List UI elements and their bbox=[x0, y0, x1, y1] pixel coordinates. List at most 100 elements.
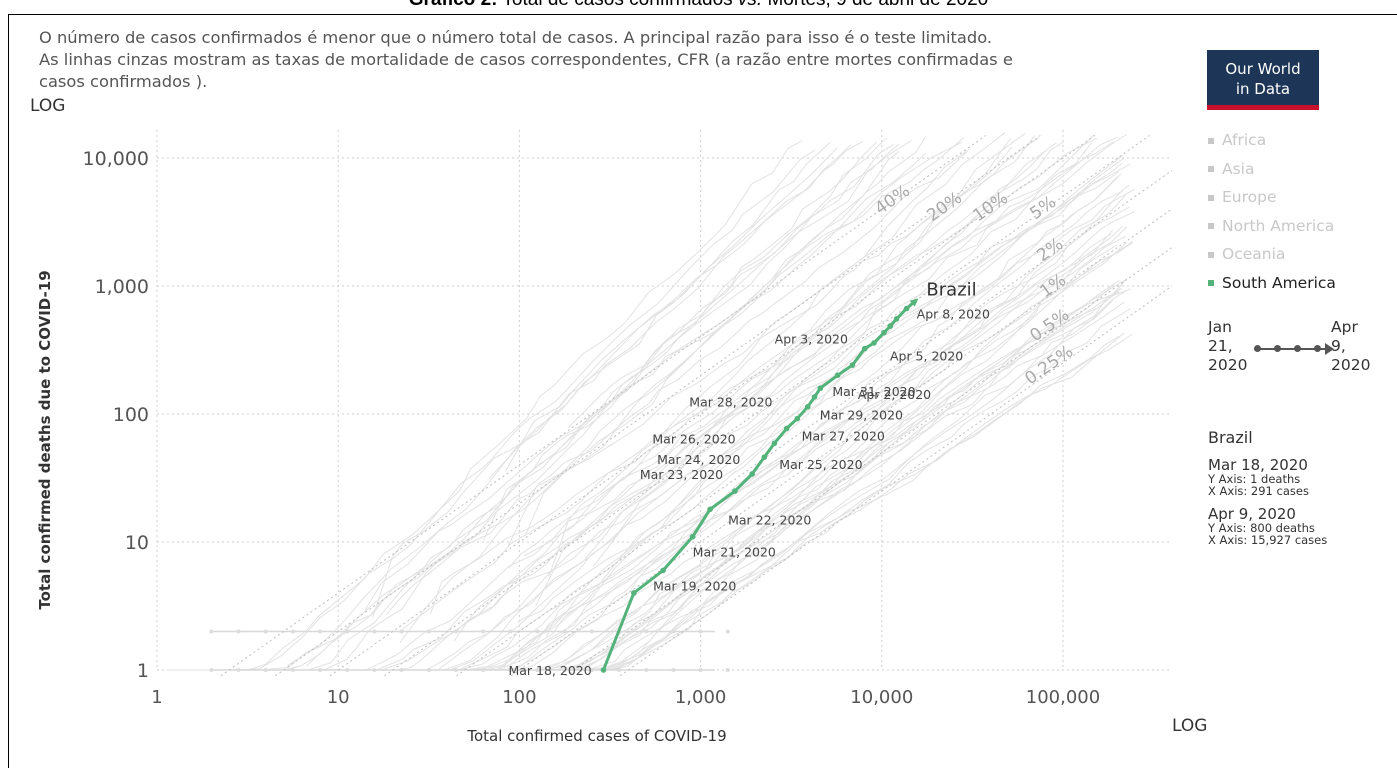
brazil-point bbox=[749, 471, 755, 477]
background-country-point bbox=[671, 629, 676, 634]
cfr-label: 1% bbox=[1036, 270, 1070, 302]
brazil-point bbox=[689, 533, 696, 540]
background-country-line bbox=[465, 206, 1130, 671]
background-country-line bbox=[592, 171, 1119, 567]
date-label: Mar 23, 2020 bbox=[640, 467, 723, 482]
brazil-point bbox=[903, 305, 910, 312]
info-point-date: Mar 18, 2020 bbox=[1208, 456, 1308, 474]
legend-label: Oceania bbox=[1222, 245, 1286, 263]
timeline-start-day: 21, bbox=[1208, 337, 1233, 355]
legend-item-south-america[interactable]: South America bbox=[1208, 269, 1336, 298]
timeline-end-handle[interactable] bbox=[1314, 345, 1321, 352]
cfr-line bbox=[329, 135, 1096, 677]
background-country-point bbox=[562, 668, 567, 672]
legend-item-oceania[interactable]: Oceania bbox=[1208, 240, 1336, 269]
brazil-point bbox=[834, 372, 841, 378]
brazil-point bbox=[893, 316, 900, 322]
background-country-point bbox=[399, 629, 404, 634]
brazil-point bbox=[771, 440, 778, 447]
background-country-line bbox=[287, 136, 1040, 667]
background-country-point bbox=[426, 629, 431, 634]
legend-swatch bbox=[1208, 137, 1214, 144]
y-tick-label: 1,000 bbox=[95, 276, 149, 298]
legend-label: Africa bbox=[1222, 131, 1267, 149]
background-country-point bbox=[263, 668, 268, 672]
cfr-line bbox=[275, 135, 1041, 677]
background-country-line bbox=[453, 136, 1118, 642]
background-country-line bbox=[435, 287, 1122, 671]
background-country-point bbox=[236, 629, 241, 634]
info-point-x: X Axis: 291 cases bbox=[1208, 484, 1309, 498]
brazil-point bbox=[881, 329, 887, 336]
background-country-line bbox=[399, 136, 927, 644]
background-country-line bbox=[507, 152, 927, 547]
timeline-end-label: Apr 9, 2020 bbox=[1331, 318, 1370, 375]
legend-swatch bbox=[1208, 251, 1214, 258]
background-country-line bbox=[372, 149, 816, 618]
cfr-label: 2% bbox=[1033, 234, 1067, 266]
background-country-point bbox=[318, 668, 323, 672]
background-country-line bbox=[236, 162, 1123, 671]
date-label: Mar 26, 2020 bbox=[652, 431, 735, 446]
background-country-point bbox=[453, 629, 458, 634]
date-label: Mar 19, 2020 bbox=[653, 578, 736, 593]
timeline-start-handle[interactable] bbox=[1254, 345, 1261, 352]
figure-caption-part2: Mortes, 9 de abril de 2020 bbox=[767, 0, 988, 10]
point-labels: Mar 18, 2020 Mar 19, 2020 Mar 21, 2020 Mar … bbox=[508, 279, 990, 678]
background-country-line bbox=[235, 144, 852, 671]
legend-item-europe[interactable]: Europe bbox=[1208, 183, 1336, 212]
background-country-line bbox=[185, 147, 838, 671]
background-country-point bbox=[589, 668, 594, 672]
background-country-line bbox=[364, 141, 963, 611]
background-country-point bbox=[725, 629, 730, 634]
x-scale-toggle[interactable]: LOG bbox=[1172, 716, 1208, 736]
timeline-track[interactable] bbox=[1254, 343, 1334, 355]
background-country-point bbox=[236, 668, 241, 672]
date-label: Mar 29, 2020 bbox=[820, 408, 903, 423]
background-country-line bbox=[508, 133, 1128, 569]
y-scale-toggle[interactable]: LOG bbox=[30, 96, 66, 116]
legend-item-north-america[interactable]: North America bbox=[1208, 212, 1336, 241]
legend-item-asia[interactable]: Asia bbox=[1208, 155, 1336, 184]
info-point-y: Y Axis: 800 deaths bbox=[1208, 521, 1315, 535]
timeline-arrow-icon bbox=[1325, 343, 1334, 355]
background-country-point bbox=[698, 668, 703, 672]
owid-logo[interactable]: Our World in Data bbox=[1207, 50, 1319, 110]
brazil-point bbox=[707, 506, 713, 513]
brazil-point bbox=[811, 394, 818, 400]
background-country-line bbox=[469, 188, 1136, 621]
background-country-line bbox=[489, 141, 831, 479]
timeline-slider[interactable]: Jan 21, 2020 Apr 9, 2020 bbox=[1208, 318, 1388, 388]
legend-item-africa[interactable]: Africa bbox=[1208, 126, 1336, 155]
subtitle-line-3: casos confirmados ). bbox=[39, 72, 208, 91]
legend-swatch bbox=[1208, 166, 1214, 172]
cfr-label: 40% bbox=[871, 181, 913, 219]
background-country-line bbox=[409, 241, 1133, 671]
background-country-point bbox=[644, 629, 649, 634]
date-label: Mar 21, 2020 bbox=[693, 545, 776, 560]
date-label: Mar 28, 2020 bbox=[689, 395, 772, 410]
background-country-line bbox=[517, 137, 1011, 623]
background-country-point bbox=[617, 668, 622, 672]
y-tick-label: 100 bbox=[113, 404, 149, 426]
brazil-point bbox=[761, 454, 768, 460]
cfr-line bbox=[456, 169, 1173, 677]
background-country-point bbox=[508, 668, 513, 672]
timeline-end-year: 2020 bbox=[1331, 356, 1371, 374]
timeline-start-month: Jan bbox=[1208, 318, 1232, 336]
brazil-point bbox=[817, 385, 824, 392]
background-country-line bbox=[390, 132, 1026, 671]
background-country-point bbox=[671, 668, 676, 672]
x-tick-label: 100 bbox=[502, 687, 536, 708]
cfr-label: 0.25% bbox=[1021, 342, 1077, 389]
background-country-point bbox=[209, 668, 214, 672]
timeline-tick bbox=[1274, 345, 1281, 352]
background-country-point bbox=[372, 629, 377, 634]
figure-caption-number: Gráfico 2: bbox=[409, 0, 498, 10]
date-label: Mar 31, 2020 bbox=[832, 384, 915, 399]
background-country-line bbox=[332, 299, 1114, 671]
info-point-y: Y Axis: 1 deaths bbox=[1208, 472, 1301, 486]
y-tick-label: 10,000 bbox=[83, 148, 149, 170]
brazil-point bbox=[794, 415, 801, 422]
